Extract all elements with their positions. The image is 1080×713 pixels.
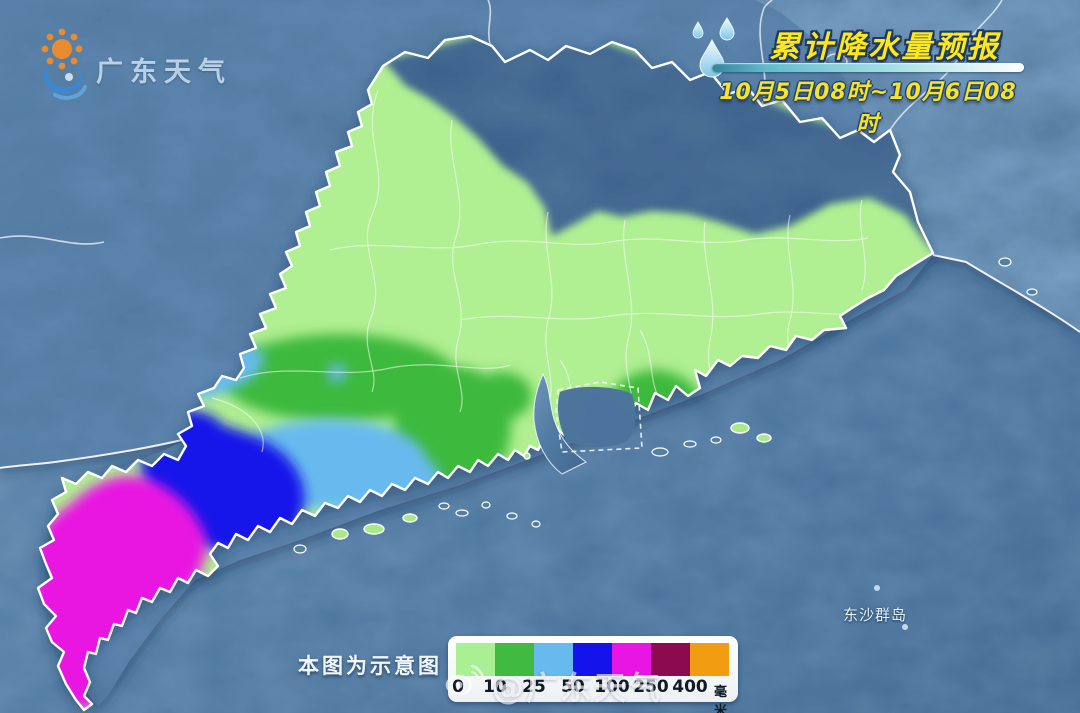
sun-icon [41,28,83,70]
title-block: 累计降水量预报 10月5日08时~10月6日08时 [692,10,1030,137]
rain-zone-magenta [38,476,207,710]
fujian-terrain [720,0,1080,330]
legend-swatches [456,643,729,676]
watermark: @广东天气 [444,658,694,707]
legend-unit: 毫米 [714,685,728,713]
guangdong-weather-logo-icon [41,28,87,100]
legend-tick: 400 [672,677,708,697]
legend-swatch [495,643,534,676]
legend-swatch [534,643,573,676]
hong-kong-dashed-boundary [555,381,643,453]
station-logo: 广东天气 [24,18,314,108]
dongsha-islands-dots [874,585,908,630]
legend-swatch [612,643,651,676]
legend-tick: 25 [522,677,546,697]
swirl-icon [43,67,87,100]
dongsha-islands-label: 东沙群岛 [843,606,908,624]
legend-swatch [651,643,690,676]
legend-swatch [690,643,729,676]
no-rain-north [383,36,933,255]
fujian-coastline [932,254,1080,333]
guangxi-coastline [0,437,191,469]
title-underline-bar [712,63,1024,72]
forecast-date-range: 10月5日08时~10月6日08时 [719,80,1017,137]
hong-kong-area [555,381,643,453]
legend-tick: 100 [594,677,630,697]
legend-tick: 250 [633,677,669,697]
islands [293,257,1038,630]
schematic-note: 本图为示意图 [298,654,442,678]
weibo-icon [445,664,485,696]
watermark-text: @广东天气 [492,669,663,707]
logo-text: 广东天气 [96,57,232,88]
legend-swatch [573,643,612,676]
page-title: 累计降水量预报 [769,30,1001,65]
macau-dot [523,452,531,460]
legend-swatch [456,643,495,676]
legend-tick: 50 [561,677,585,697]
legend-tick: 10 [483,677,507,697]
pearl-river-estuary [533,372,587,475]
